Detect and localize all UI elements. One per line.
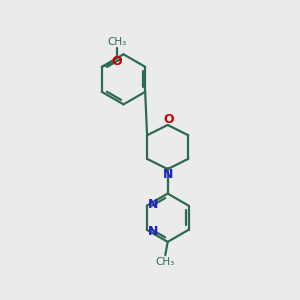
Text: CH₃: CH₃: [107, 37, 127, 47]
Text: N: N: [148, 225, 158, 238]
Text: CH₃: CH₃: [156, 257, 175, 267]
Text: O: O: [112, 55, 122, 68]
Text: O: O: [163, 113, 174, 127]
Text: N: N: [148, 198, 158, 211]
Text: N: N: [163, 168, 173, 181]
